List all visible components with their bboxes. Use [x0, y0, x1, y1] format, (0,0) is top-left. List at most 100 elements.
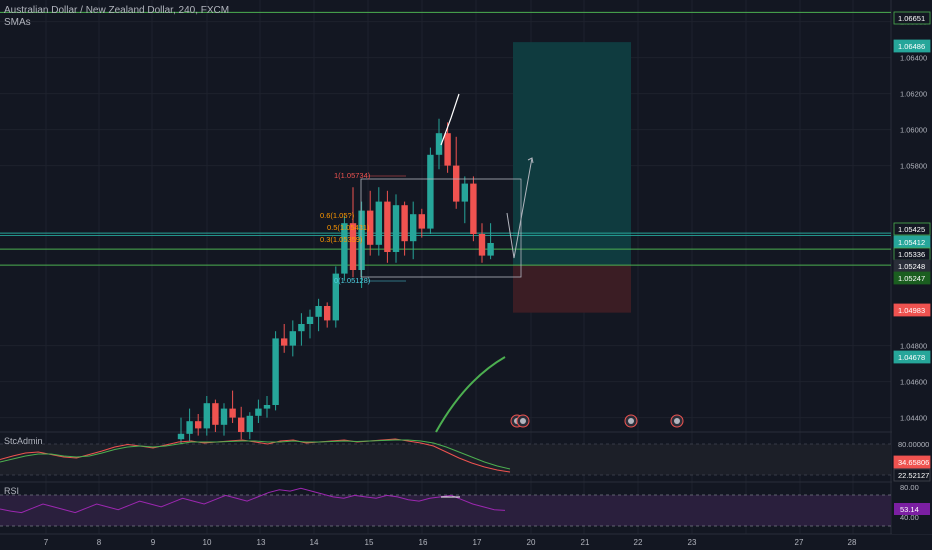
- candle-body: [358, 210, 365, 270]
- price-axis: 1.04400 1.04600 1.04800 1.05800 1.06000 1.062…: [892, 0, 932, 534]
- price-label-bg: [893, 303, 931, 317]
- fib-label: 1(1.05734): [334, 171, 371, 180]
- stc-line: [0, 439, 511, 470]
- time-axis: 7 8 9 10 13 14 15 16 17 20 21 22 23 27 28: [44, 538, 857, 547]
- rsi-title: RSI: [4, 486, 19, 496]
- sma-curve: [435, 356, 506, 433]
- y-tick-label: 1.04400: [900, 414, 927, 423]
- fib-label: 0.3(1.05359): [320, 235, 363, 244]
- candle-body: [246, 415, 253, 432]
- stc-band: [0, 444, 891, 475]
- candle-body: [478, 234, 486, 256]
- candle-body: [435, 133, 443, 155]
- candle-body: [349, 223, 357, 270]
- y-tick-label: 1.06000: [900, 126, 927, 135]
- stc-label: 34.65806: [898, 458, 929, 467]
- x-tick-label: 10: [203, 538, 212, 547]
- trend-line: [440, 93, 460, 146]
- drawings: [360, 93, 534, 433]
- candle-body: [341, 223, 348, 274]
- candle-body: [289, 331, 296, 346]
- stc-label: 22.52127: [898, 471, 929, 480]
- price-label-bg: [893, 39, 931, 53]
- candle-body: [453, 165, 460, 202]
- x-tick-label: 14: [310, 538, 319, 547]
- candlesticks: [177, 118, 494, 447]
- x-tick-label: 15: [365, 538, 374, 547]
- candle-body: [461, 183, 468, 202]
- x-tick-label: 13: [257, 538, 266, 547]
- fib-label: 0(1.05128): [334, 276, 371, 285]
- position-zones: [513, 42, 631, 313]
- rsi-line: [0, 487, 506, 514]
- candle-body: [212, 403, 219, 425]
- box-drawing: [360, 178, 522, 278]
- candle-body: [367, 210, 374, 245]
- candle-body: [410, 214, 417, 242]
- rsi-label-bg: [894, 503, 930, 515]
- chart-title: Australian Dollar / New Zealand Dollar, …: [4, 5, 229, 16]
- price-label: 1.05412: [898, 238, 925, 247]
- x-tick-label: 20: [527, 538, 536, 547]
- candle-body: [220, 408, 228, 425]
- x-tick-label: 9: [151, 538, 156, 547]
- candle-body: [470, 183, 477, 234]
- x-tick-label: 21: [581, 538, 590, 547]
- candle-body: [195, 421, 202, 429]
- x-tick-label: 28: [848, 538, 857, 547]
- price-label: 1.06651: [898, 14, 925, 23]
- arrow-head: [527, 157, 534, 164]
- x-tick-label: 22: [634, 538, 643, 547]
- rsi-band: [0, 495, 891, 526]
- rsi-tick: 40.00: [900, 513, 919, 522]
- price-label-bg: [893, 222, 931, 236]
- stc-label-bg: [893, 468, 931, 482]
- price-label: 1.04983: [898, 306, 925, 315]
- candle-body: [487, 243, 494, 256]
- candle-body: [298, 324, 305, 332]
- price-label-bg: [893, 350, 931, 364]
- stc-pane: StcAdmin: [0, 436, 891, 476]
- candle-body: [255, 408, 262, 416]
- fib-label: 0.5(1.05431): [327, 223, 370, 232]
- x-tick-label: 8: [97, 538, 102, 547]
- y-tick-label: 1.06200: [900, 90, 927, 99]
- event-marker-dot: [520, 418, 526, 424]
- candle-body: [332, 273, 339, 321]
- candle-body: [177, 433, 185, 440]
- y-tick-label: 1.05800: [900, 162, 927, 171]
- candle-body: [324, 306, 331, 321]
- candle-body: [392, 205, 400, 252]
- candle-body: [306, 316, 314, 324]
- stc-tick: 80.00000: [898, 440, 929, 449]
- candle-body: [375, 201, 382, 245]
- price-label: 1.04678: [898, 353, 925, 362]
- stop-zone: [513, 265, 631, 313]
- event-marker-dot: [628, 418, 634, 424]
- fib-labels: 1(1.05734) 0.6(1.05?) 0.5(1.05431) 0.3(1.05…: [320, 171, 406, 285]
- rsi-pane: RSI: [0, 486, 891, 527]
- stc-title: StcAdmin: [4, 436, 43, 446]
- price-label: 1.05336: [898, 250, 925, 259]
- y-tick-label: 1.04800: [900, 342, 927, 351]
- x-tick-label: 27: [795, 538, 804, 547]
- candle-body: [238, 417, 245, 432]
- candle-body: [203, 403, 210, 429]
- candle-body: [418, 214, 425, 229]
- indicator-label: SMAs: [4, 17, 31, 28]
- horizontal-lines: [0, 11, 891, 266]
- projection-arrow: [506, 157, 533, 259]
- rsi-label: 53.14: [900, 505, 919, 514]
- price-label: 1.05247: [898, 274, 925, 283]
- candle-body: [281, 338, 288, 346]
- stc-label-bg: [893, 455, 931, 469]
- x-tick-label: 7: [44, 538, 49, 547]
- price-label-bg: [893, 271, 931, 285]
- price-label: 1.05425: [898, 225, 925, 234]
- y-tick-label: 1.04600: [900, 378, 927, 387]
- stc-line: [0, 438, 511, 473]
- fib-label: 0.6(1.05?): [320, 211, 355, 220]
- candle-body: [384, 201, 391, 252]
